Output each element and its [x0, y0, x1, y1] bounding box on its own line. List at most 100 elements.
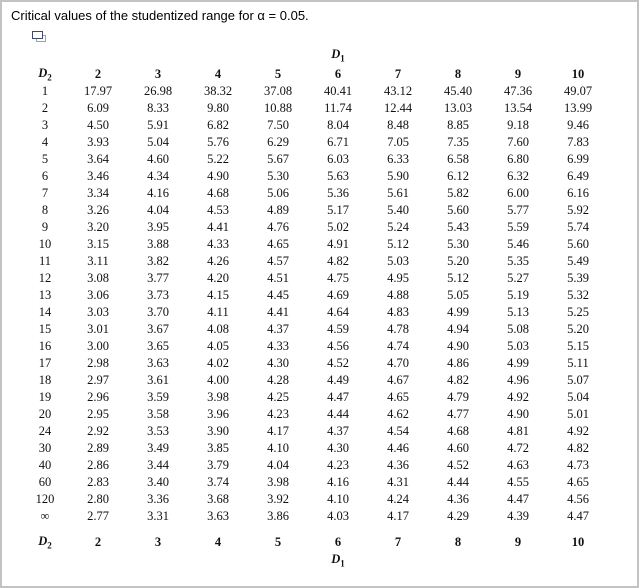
value-cell: 3.59	[147, 390, 169, 404]
value-cell: 13.99	[563, 101, 593, 115]
value-cell: 2.89	[87, 441, 109, 455]
value-cell: 45.40	[443, 84, 473, 98]
value-cell: 3.68	[207, 492, 229, 506]
d2-footer-label-base: D	[38, 533, 48, 548]
value-cell: 3.11	[87, 254, 109, 268]
value-cell: 5.91	[147, 118, 169, 132]
value-cell: 3.08	[87, 271, 109, 285]
value-cell: 4.60	[447, 441, 469, 455]
value-cell: 6.80	[507, 152, 529, 166]
value-cell: 5.19	[507, 288, 529, 302]
footer-column-header: 4	[214, 534, 222, 549]
overlapping-windows-icon[interactable]	[32, 30, 47, 42]
value-cell: 4.28	[267, 373, 289, 387]
table-row: 11 3.11 3.82 4.26 4.57 4.82 5.03 5.20 5.35 5.49	[22, 253, 608, 270]
value-cell: 3.63	[147, 356, 169, 370]
row-label: 30	[38, 441, 52, 455]
value-cell: 2.83	[87, 475, 109, 489]
row-label: 120	[35, 492, 55, 506]
value-cell: 9.80	[207, 101, 229, 115]
value-cell: 4.57	[267, 254, 289, 268]
value-cell: 5.82	[447, 186, 469, 200]
value-cell: 4.77	[447, 407, 469, 421]
row-label: 17	[38, 356, 52, 370]
table-row: 12 3.08 3.77 4.20 4.51 4.75 4.95 5.12 5.27 5.39	[22, 270, 608, 287]
page-title: Critical values of the studentized range…	[11, 8, 309, 23]
value-cell: 4.81	[507, 424, 529, 438]
value-cell: 4.50	[87, 118, 109, 132]
d2-footer-label-sub: 2	[47, 540, 52, 551]
value-cell: 9.46	[567, 118, 589, 132]
value-cell: 4.92	[507, 390, 529, 404]
d1-label-sub: 1	[340, 53, 345, 64]
value-cell: 4.90	[207, 169, 229, 183]
value-cell: 3.31	[147, 509, 169, 523]
table-row: 10 3.15 3.88 4.33 4.65 4.91 5.12 5.30 5.46 5.60	[22, 236, 608, 253]
value-cell: 3.82	[147, 254, 169, 268]
table-row: 24 2.92 3.53 3.90 4.17 4.37 4.54 4.68 4.81 4.92	[22, 423, 608, 440]
value-cell: 3.96	[207, 407, 229, 421]
value-cell: 4.10	[327, 492, 349, 506]
table-row: 18 2.97 3.61 4.00 4.28 4.49 4.67 4.82 4.96 5.07	[22, 372, 608, 389]
value-cell: 4.02	[207, 356, 229, 370]
value-cell: 4.04	[267, 458, 289, 472]
value-cell: 26.98	[143, 84, 173, 98]
value-cell: 5.61	[387, 186, 409, 200]
value-cell: 6.71	[327, 135, 349, 149]
row-label: 14	[38, 305, 52, 319]
value-cell: 2.86	[87, 458, 109, 472]
value-cell: 4.08	[207, 322, 229, 336]
value-cell: 4.36	[447, 492, 469, 506]
value-cell: 6.82	[207, 118, 229, 132]
value-cell: 7.60	[507, 135, 529, 149]
value-cell: 4.52	[327, 356, 349, 370]
value-cell: 4.17	[267, 424, 289, 438]
value-cell: 3.79	[207, 458, 229, 472]
value-cell: 6.16	[567, 186, 589, 200]
value-cell: 5.67	[267, 152, 289, 166]
value-cell: 6.29	[267, 135, 289, 149]
value-cell: 5.08	[507, 322, 529, 336]
table-row: ∞ 2.77 3.31 3.63 3.86 4.03 4.17 4.29 4.39 4.47	[22, 508, 608, 525]
footer-column-header: 6	[334, 534, 342, 549]
value-cell: 6.00	[507, 186, 529, 200]
value-cell: 4.78	[387, 322, 409, 336]
value-cell: 3.98	[267, 475, 289, 489]
value-cell: 3.93	[87, 135, 109, 149]
value-cell: 4.39	[507, 509, 529, 523]
table-row: 17 2.98 3.63 4.02 4.30 4.52 4.70 4.86 4.99 5.11	[22, 355, 608, 372]
spacer-cell	[22, 525, 608, 533]
value-cell: 3.36	[147, 492, 169, 506]
studentized-range-table: D1 D2 2 3 4 5 6 7 8 9 10 1 17.97 26.98 38.32 37.08 40…	[22, 45, 608, 569]
value-cell: 4.04	[147, 203, 169, 217]
value-cell: 3.40	[147, 475, 169, 489]
value-cell: 4.25	[267, 390, 289, 404]
footer-column-header: 10	[571, 534, 585, 549]
row-label: 10	[38, 237, 52, 251]
value-cell: 4.73	[567, 458, 589, 472]
d1-footer-label-sub: 1	[340, 558, 345, 569]
value-cell: 38.32	[203, 84, 233, 98]
value-cell: 4.92	[567, 424, 589, 438]
footer-column-header: 8	[454, 534, 462, 549]
table-row: 7 3.34 4.16 4.68 5.06 5.36 5.61 5.82 6.00 6.16	[22, 185, 608, 202]
value-cell: 13.54	[503, 101, 533, 115]
value-cell: 4.10	[267, 441, 289, 455]
value-cell: 8.85	[447, 118, 469, 132]
value-cell: 4.54	[387, 424, 409, 438]
footer-corner-spacer	[22, 551, 68, 569]
value-cell: 5.46	[507, 237, 529, 251]
value-cell: 5.60	[567, 237, 589, 251]
value-cell: 8.33	[147, 101, 169, 115]
value-cell: 3.01	[87, 322, 109, 336]
value-cell: 5.04	[567, 390, 589, 404]
value-cell: 8.48	[387, 118, 409, 132]
row-label: 20	[38, 407, 52, 421]
value-cell: 7.35	[447, 135, 469, 149]
row-label: 18	[38, 373, 52, 387]
value-cell: 5.60	[447, 203, 469, 217]
value-cell: 4.53	[207, 203, 229, 217]
value-cell: 4.16	[147, 186, 169, 200]
value-cell: 3.61	[147, 373, 169, 387]
row-label: 9	[41, 220, 49, 234]
